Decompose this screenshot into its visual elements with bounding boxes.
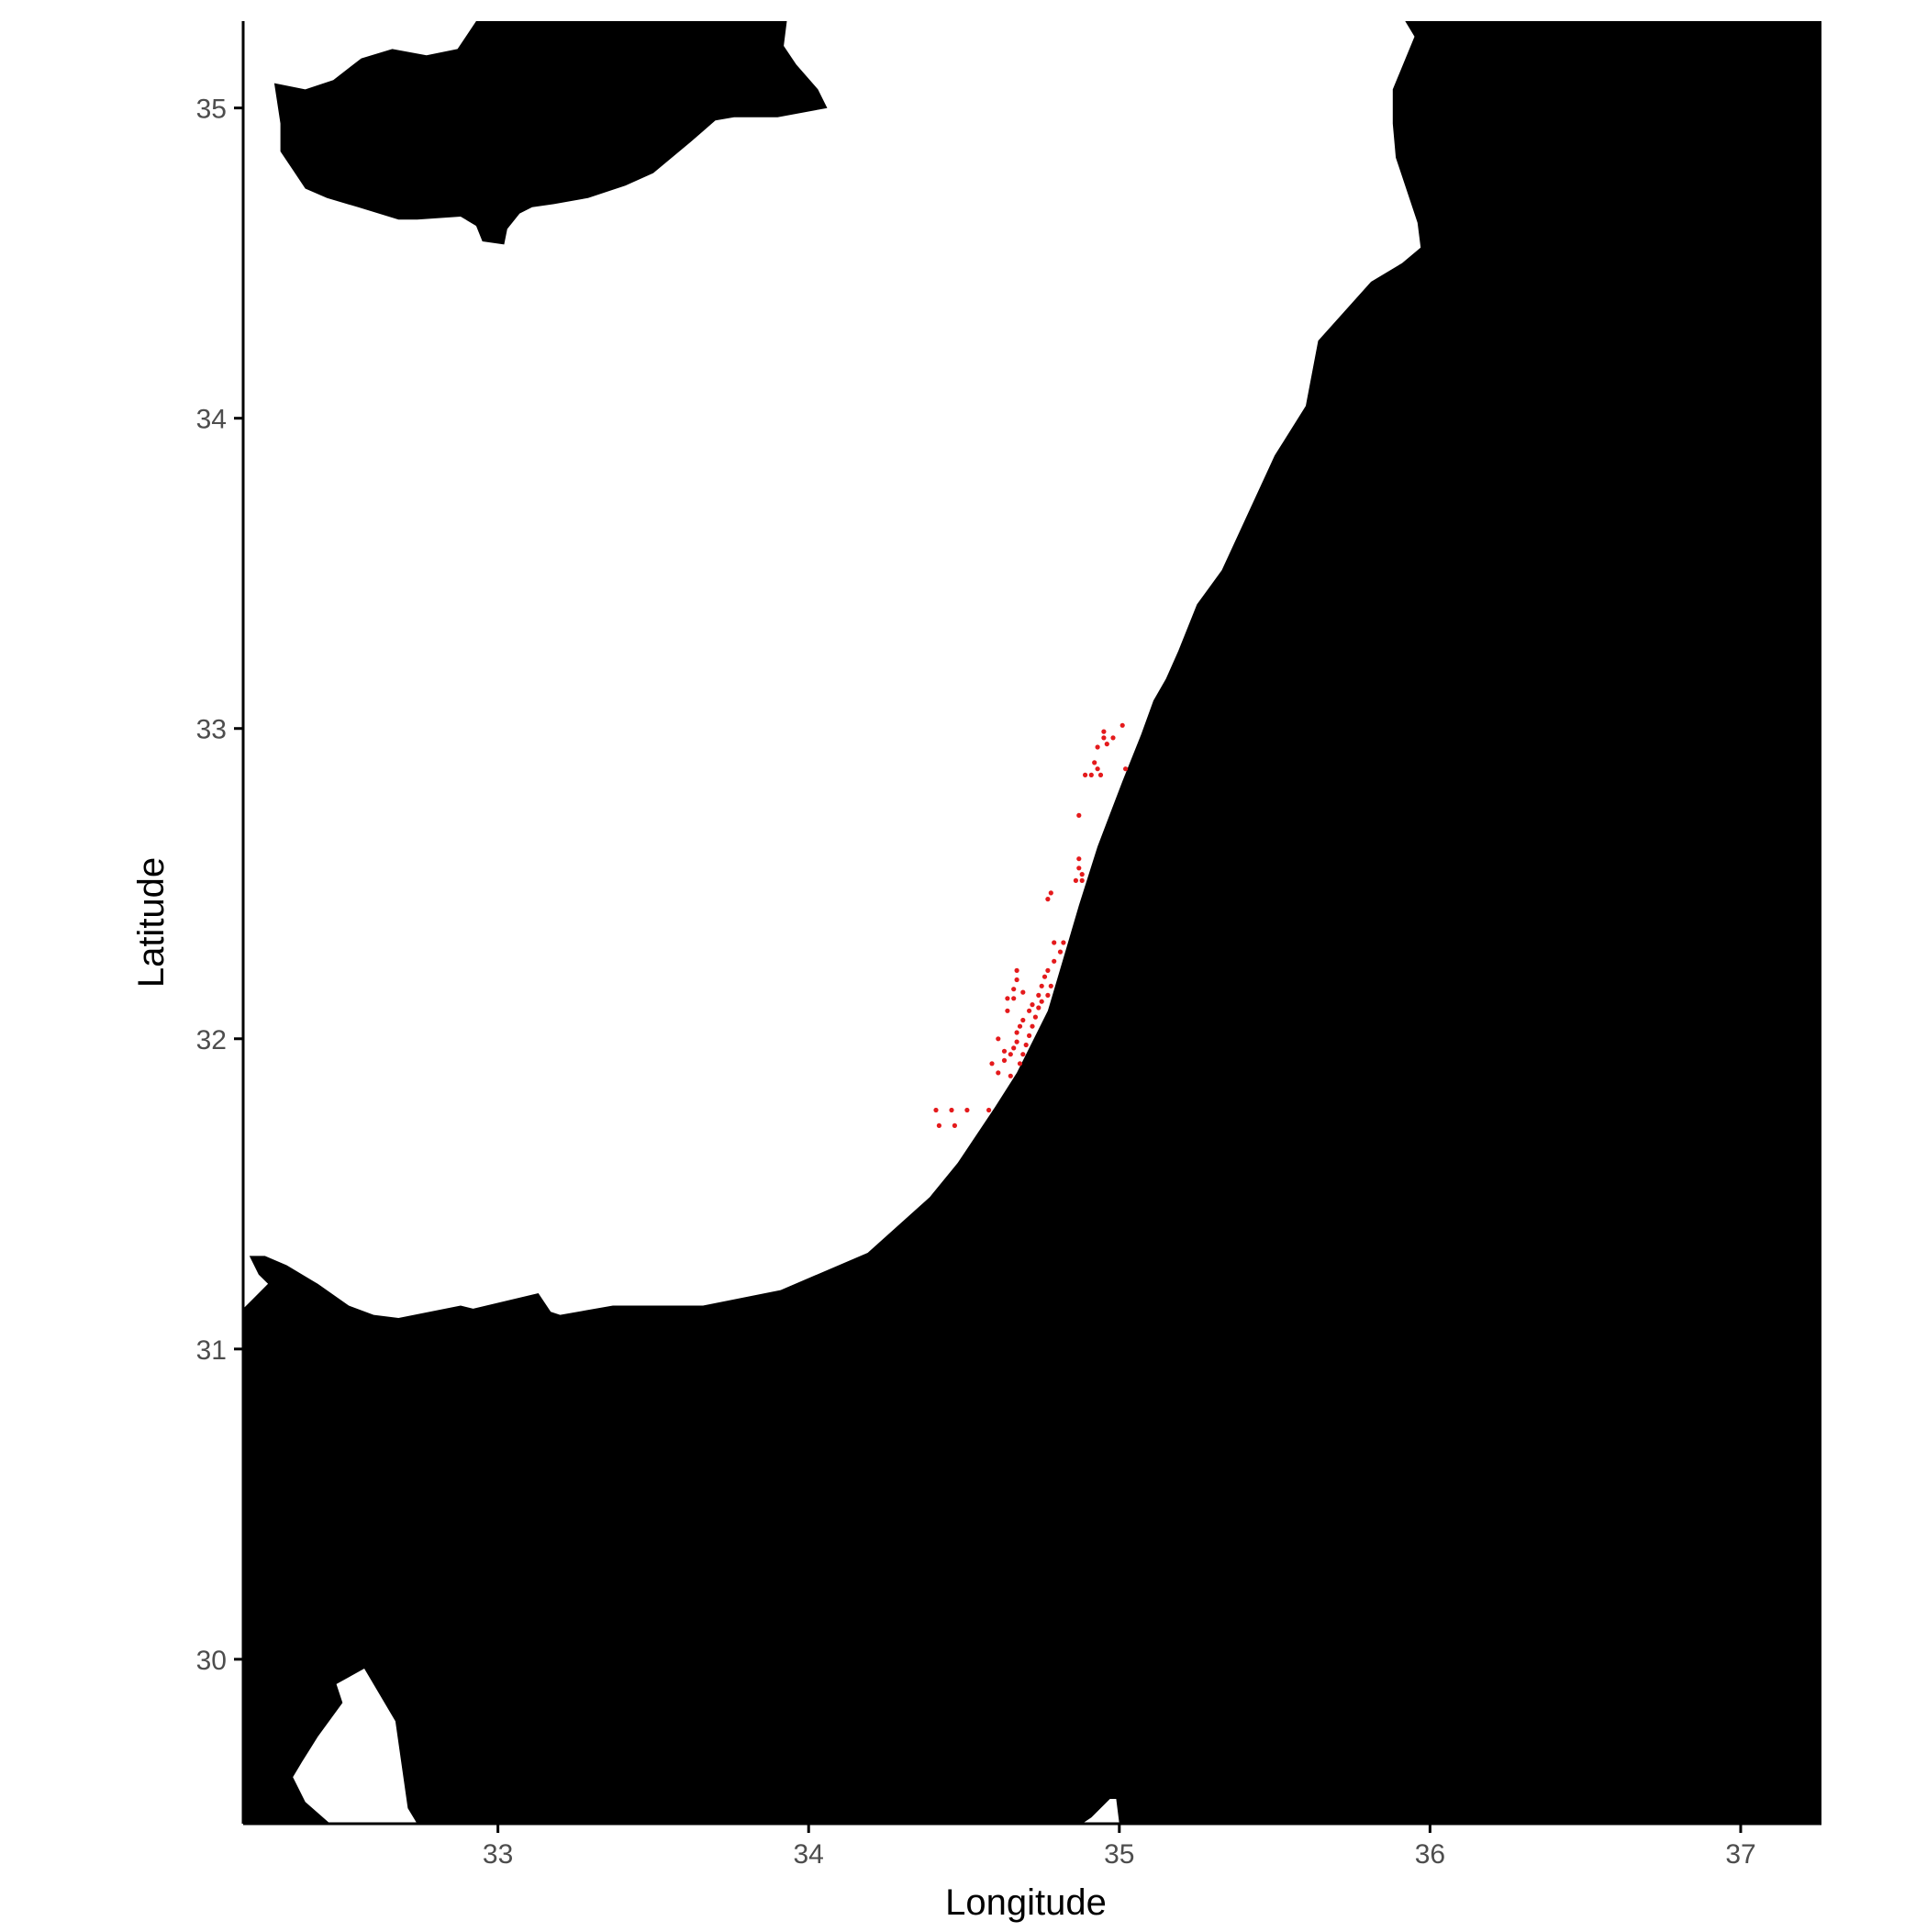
data-point-38 <box>1005 1008 1010 1013</box>
data-point-55 <box>1092 760 1097 765</box>
data-point-29 <box>1039 999 1044 1004</box>
y-axis-title: Latitude <box>131 857 172 988</box>
data-point-19 <box>1020 1017 1026 1023</box>
data-point-17 <box>1017 1023 1023 1029</box>
data-point-64 <box>1123 766 1129 772</box>
data-point-58 <box>1097 772 1104 778</box>
data-point-61 <box>1104 742 1109 747</box>
data-point-62 <box>1110 735 1116 741</box>
data-point-45 <box>1045 897 1051 902</box>
data-point-8 <box>996 1036 1001 1042</box>
data-point-37 <box>1061 940 1066 945</box>
data-point-51 <box>1079 877 1085 884</box>
data-point-63 <box>1119 722 1125 728</box>
data-point-4 <box>952 1122 957 1128</box>
x-tick-label: 34 <box>794 1839 824 1870</box>
data-point-15 <box>1014 1030 1019 1035</box>
data-point-7 <box>996 1070 1001 1076</box>
data-point-43 <box>1014 967 1019 973</box>
y-tick-label: 32 <box>196 1025 227 1055</box>
data-point-47 <box>1073 877 1078 884</box>
data-point-46 <box>1048 890 1053 896</box>
x-axis-title: Longitude <box>945 1882 1107 1923</box>
data-point-44 <box>1020 989 1026 995</box>
data-point-50 <box>1079 872 1085 877</box>
data-point-0 <box>933 1107 939 1113</box>
axes-layer: 33 34 35 36 37 30 31 32 33 34 35 <box>196 21 1821 1870</box>
data-point-32 <box>1045 967 1051 973</box>
data-point-52 <box>1076 812 1082 819</box>
data-point-16 <box>1017 1061 1023 1067</box>
data-point-20 <box>1023 1042 1029 1048</box>
land-polygon-cyprus <box>273 21 828 245</box>
map-panel <box>243 21 1821 1824</box>
data-point-3 <box>936 1122 941 1128</box>
data-point-59 <box>1101 735 1107 741</box>
data-point-23 <box>1030 1023 1035 1029</box>
data-point-2 <box>964 1107 970 1113</box>
data-point-6 <box>989 1061 995 1067</box>
data-point-42 <box>1014 977 1019 983</box>
data-point-35 <box>1052 940 1057 945</box>
x-tick-label: 37 <box>1725 1839 1755 1870</box>
points-layer <box>933 722 1129 1128</box>
data-point-12 <box>1008 1073 1013 1078</box>
data-point-5 <box>986 1107 992 1113</box>
data-point-31 <box>1045 992 1051 998</box>
data-point-57 <box>1095 744 1100 750</box>
y-tick-label: 30 <box>196 1646 227 1676</box>
data-point-53 <box>1083 772 1088 778</box>
data-point-18 <box>1020 1052 1026 1057</box>
data-point-28 <box>1039 983 1044 988</box>
y-tick-label: 34 <box>196 405 227 435</box>
data-point-33 <box>1048 983 1053 988</box>
data-point-11 <box>1008 1052 1013 1057</box>
x-tick-label: 36 <box>1415 1839 1445 1870</box>
data-point-40 <box>1011 996 1017 1001</box>
land-layer <box>243 21 1821 1824</box>
x-tick-label: 33 <box>483 1839 513 1870</box>
data-point-49 <box>1076 856 1082 862</box>
data-point-14 <box>1014 1039 1019 1044</box>
data-point-10 <box>1001 1057 1008 1063</box>
data-point-1 <box>949 1107 954 1113</box>
y-tick-label: 35 <box>196 95 227 125</box>
data-point-22 <box>1027 1008 1032 1013</box>
data-point-13 <box>1011 1045 1017 1051</box>
data-point-21 <box>1027 1033 1032 1038</box>
data-point-9 <box>1001 1048 1008 1054</box>
y-tick-label: 33 <box>196 715 227 745</box>
data-point-54 <box>1088 772 1094 778</box>
land-polygon-levant-coast <box>243 21 1821 1824</box>
data-point-60 <box>1101 729 1107 734</box>
data-point-56 <box>1095 766 1100 772</box>
data-point-36 <box>1057 949 1064 955</box>
data-point-48 <box>1076 865 1082 871</box>
data-point-25 <box>1032 1014 1038 1020</box>
data-point-39 <box>1005 996 1010 1001</box>
data-point-34 <box>1052 958 1057 964</box>
data-point-41 <box>1011 987 1017 992</box>
data-point-24 <box>1030 1002 1035 1008</box>
data-point-26 <box>1036 992 1041 998</box>
data-point-27 <box>1036 1005 1041 1011</box>
x-tick-label: 35 <box>1104 1839 1134 1870</box>
data-point-30 <box>1041 974 1048 979</box>
y-tick-label: 31 <box>196 1335 227 1366</box>
